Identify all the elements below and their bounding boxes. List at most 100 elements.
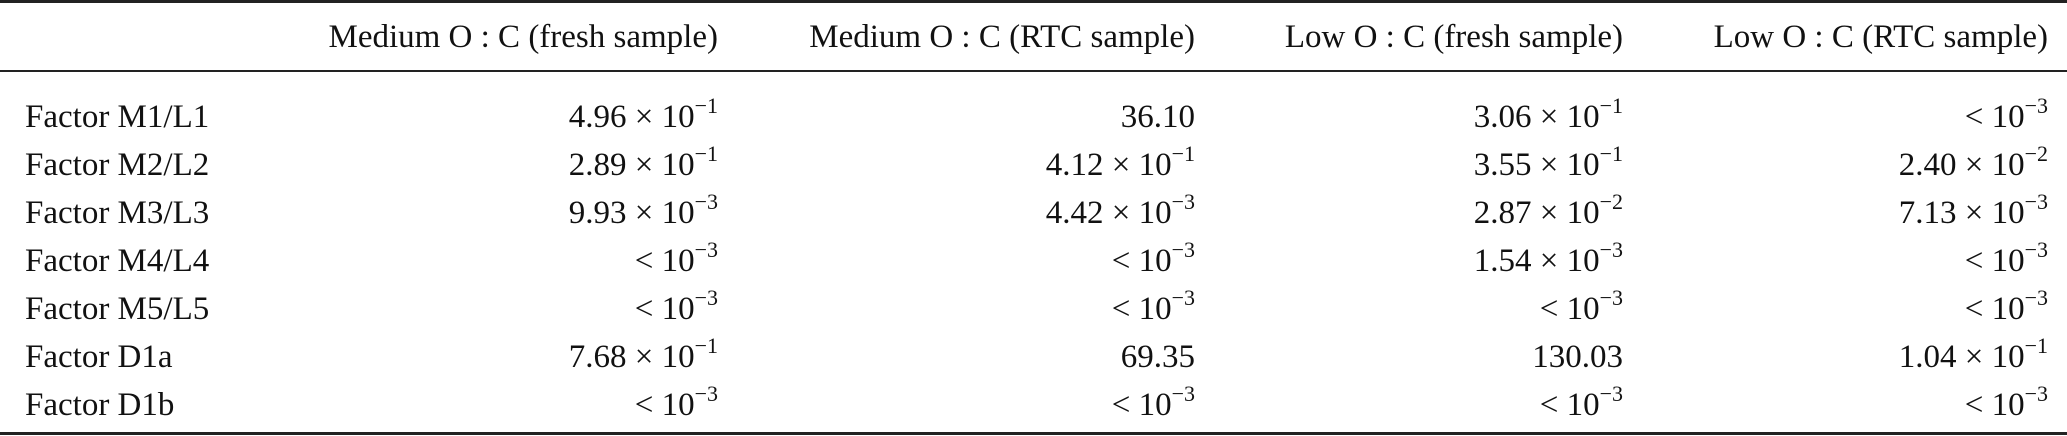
value-cell: < 10−3 [1623, 381, 2048, 429]
value-exponent: −1 [1171, 140, 1195, 166]
row-label: Factor M3/L3 [25, 194, 210, 231]
value-cell: 69.35 [718, 333, 1195, 381]
value-exponent: −3 [1171, 380, 1195, 406]
value-cell: 9.93 × 10−3 [300, 189, 718, 237]
value-text: 4.96 × 10 [568, 98, 695, 135]
value-cell: 2.87 × 10−2 [1195, 189, 1623, 237]
value-text: 3.06 × 10 [1473, 98, 1600, 135]
value-text: < 10 [1111, 386, 1172, 423]
value-text: 1.04 × 10 [1898, 338, 2025, 375]
header-rule [0, 70, 2067, 72]
header-cell [0, 3, 300, 71]
value-cell: 4.42 × 10−3 [718, 189, 1195, 237]
value-exponent: −3 [694, 236, 718, 262]
value-exponent: −2 [2024, 140, 2048, 166]
value-exponent: −3 [2024, 188, 2048, 214]
results-table: Medium O : C (fresh sample) Medium O : C… [0, 3, 2067, 429]
value-text: 4.12 × 10 [1045, 146, 1172, 183]
top-rule [0, 0, 2067, 3]
value-text: 3.55 × 10 [1473, 146, 1600, 183]
value-text: 2.89 × 10 [568, 146, 695, 183]
row-label: Factor D1a [25, 338, 173, 375]
value-text: < 10 [634, 290, 695, 327]
value-cell: < 10−3 [300, 381, 718, 429]
value-text: 36.10 [1120, 98, 1195, 135]
value-exponent: −1 [694, 140, 718, 166]
value-text: < 10 [1964, 98, 2025, 135]
value-cell: < 10−3 [300, 285, 718, 333]
value-text: 7.13 × 10 [1898, 194, 2025, 231]
value-cell: < 10−3 [300, 237, 718, 285]
value-cell: 130.03 [1195, 333, 1623, 381]
header-row: Medium O : C (fresh sample) Medium O : C… [0, 3, 2067, 71]
value-exponent: −3 [694, 380, 718, 406]
value-text: < 10 [1539, 290, 1600, 327]
value-text: < 10 [1964, 242, 2025, 279]
value-cell: 36.10 [718, 71, 1195, 141]
table-row: Factor M3/L3 9.93 × 10−3 4.42 × 10−3 2.87 ×… [0, 189, 2067, 237]
value-exponent: −1 [694, 332, 718, 358]
spacer [2048, 237, 2067, 285]
row-label: Factor M4/L4 [25, 242, 210, 279]
table-row: Factor M2/L2 2.89 × 10−1 4.12 × 10−1 3.55 ×… [0, 141, 2067, 189]
table-row: Factor M5/L5 < 10−3 < 10−3 < 10−3 < 10−3 [0, 285, 2067, 333]
value-text: < 10 [1539, 386, 1600, 423]
value-cell: 1.04 × 10−1 [1623, 333, 2048, 381]
value-text: < 10 [1964, 290, 2025, 327]
table-row: Factor D1b < 10−3 < 10−3 < 10−3 < 10−3 [0, 381, 2067, 429]
spacer [2048, 3, 2067, 71]
value-text: 69.35 [1120, 338, 1195, 375]
value-text: < 10 [634, 242, 695, 279]
value-exponent: −3 [1599, 380, 1623, 406]
spacer [2048, 71, 2067, 141]
value-cell: < 10−3 [1195, 381, 1623, 429]
value-text: < 10 [1964, 386, 2025, 423]
table-row: Factor D1a 7.68 × 10−1 69.35 130.03 1.04 × 1… [0, 333, 2067, 381]
value-text: 1.54 × 10 [1473, 242, 1600, 279]
value-exponent: −3 [1599, 236, 1623, 262]
header-cell: Low O : C (fresh sample) [1284, 18, 1623, 55]
value-exponent: −3 [1171, 188, 1195, 214]
spacer [2048, 333, 2067, 381]
value-exponent: −1 [694, 92, 718, 118]
value-cell: 4.96 × 10−1 [300, 71, 718, 141]
value-exponent: −3 [1599, 284, 1623, 310]
row-label: Factor D1b [25, 386, 175, 423]
value-exponent: −2 [1599, 188, 1623, 214]
header-cell: Medium O : C (RTC sample) [809, 18, 1195, 55]
value-exponent: −3 [2024, 380, 2048, 406]
value-exponent: −3 [2024, 236, 2048, 262]
value-text: < 10 [634, 386, 695, 423]
bottom-rule [0, 432, 2067, 435]
spacer [2048, 189, 2067, 237]
value-exponent: −3 [694, 284, 718, 310]
value-cell: < 10−3 [1623, 237, 2048, 285]
value-cell: 7.68 × 10−1 [300, 333, 718, 381]
value-exponent: −1 [2024, 332, 2048, 358]
value-cell: 7.13 × 10−3 [1623, 189, 2048, 237]
value-cell: < 10−3 [718, 237, 1195, 285]
spacer [2048, 285, 2067, 333]
value-cell: < 10−3 [1623, 71, 2048, 141]
value-cell: 1.54 × 10−3 [1195, 237, 1623, 285]
spacer [2048, 381, 2067, 429]
value-exponent: −3 [1171, 284, 1195, 310]
value-text: 2.40 × 10 [1898, 146, 2025, 183]
spacer [2048, 141, 2067, 189]
value-text: < 10 [1111, 242, 1172, 279]
header-cell: Medium O : C (fresh sample) [328, 18, 718, 55]
value-cell: < 10−3 [1623, 285, 2048, 333]
row-label: Factor M2/L2 [25, 146, 210, 183]
row-label: Factor M5/L5 [25, 290, 210, 327]
value-text: 9.93 × 10 [568, 194, 695, 231]
table-row: Factor M4/L4 < 10−3 < 10−3 1.54 × 10−3 < 10−… [0, 237, 2067, 285]
value-text: < 10 [1111, 290, 1172, 327]
value-exponent: −1 [1599, 140, 1623, 166]
value-cell: 2.89 × 10−1 [300, 141, 718, 189]
header-cell: Low O : C (RTC sample) [1713, 18, 2048, 55]
value-exponent: −1 [1599, 92, 1623, 118]
value-exponent: −3 [2024, 284, 2048, 310]
value-text: 7.68 × 10 [568, 338, 695, 375]
value-cell: 4.12 × 10−1 [718, 141, 1195, 189]
